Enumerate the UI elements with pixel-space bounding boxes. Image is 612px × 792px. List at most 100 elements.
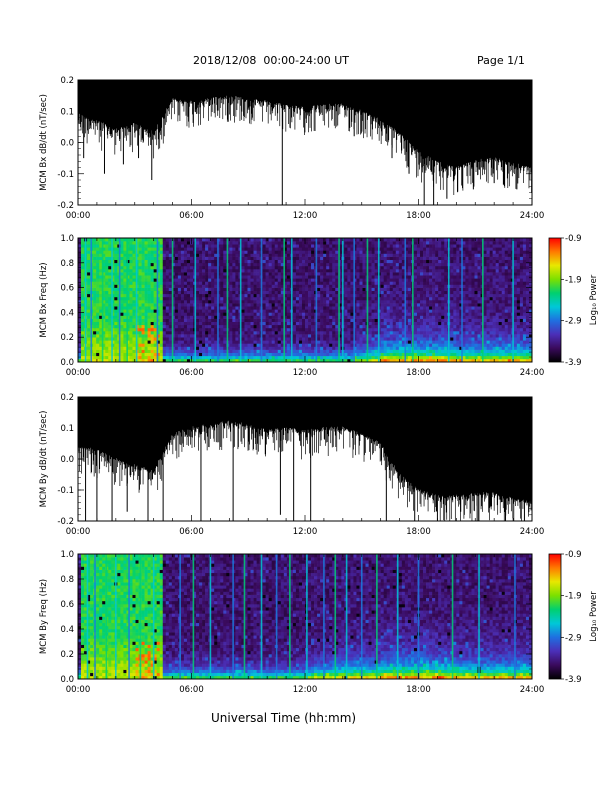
spectrogram-cell (286, 290, 291, 295)
spectrogram-cell (205, 349, 209, 353)
spectrogram-cell (268, 247, 273, 251)
spectrogram-cell (102, 349, 106, 353)
spectrogram-cell (189, 265, 194, 270)
spectrogram-cell (441, 262, 445, 267)
spectrogram-cell (232, 300, 236, 304)
spectrogram-cell (392, 269, 397, 273)
spectrogram-cell (380, 352, 384, 357)
spectrogram-cell (129, 315, 133, 319)
spectrogram-cell (253, 293, 257, 298)
spectrogram-cell (374, 290, 378, 295)
spectrogram-cell (217, 296, 221, 301)
spectrogram-cell (374, 352, 378, 357)
spectrogram-cell (174, 334, 179, 338)
spectrogram-cell (174, 309, 179, 313)
spectrogram-cell (298, 290, 303, 295)
spectrogram-cell (416, 281, 421, 285)
spectrogram-cell (162, 315, 167, 319)
spectrogram-cell (99, 272, 103, 276)
spectrogram-cell (214, 306, 218, 310)
spectrogram-cell (174, 241, 179, 245)
spectrogram-cell (389, 315, 394, 319)
spectrogram-cell (265, 250, 269, 254)
spectrogram-cell (432, 321, 436, 326)
spectrogram-cell (262, 269, 266, 273)
spectrogram-cell (244, 272, 248, 276)
spectrogram-cell (392, 309, 397, 313)
spectrogram-cell (353, 275, 357, 279)
spectrogram-cell (99, 346, 103, 350)
spectrogram-cell (268, 244, 273, 248)
spectrogram-cell (196, 272, 200, 276)
spectrogram-cell (280, 265, 285, 270)
spectrogram-cell (150, 250, 154, 254)
spectrogram-cell (214, 337, 218, 341)
spectrogram-cell (96, 355, 100, 360)
spectrogram-cell (229, 346, 233, 350)
spectrogram-cell (156, 290, 161, 295)
spectrogram-cell (398, 321, 403, 326)
spectrogram-cell (174, 256, 179, 260)
spectrogram-cell (156, 340, 161, 344)
spectrogram-cell (362, 241, 366, 245)
spectrogram-cell (129, 324, 133, 329)
spectrogram-cell (199, 321, 203, 326)
spectrogram-cell (401, 281, 406, 285)
spectrogram-cell (93, 352, 97, 357)
spectrogram-cell (344, 262, 348, 267)
spectrogram-cell (320, 281, 324, 285)
spectrogram-cell (123, 300, 127, 304)
spectrogram-cell (232, 284, 236, 288)
spectrogram-cell (435, 275, 439, 279)
spectrogram-cell (295, 293, 300, 298)
spectrogram-cell (81, 315, 85, 319)
spectrogram-cell (241, 290, 245, 295)
spectrogram-cell (398, 241, 403, 245)
spectrogram-cell (102, 340, 106, 344)
spectrogram-cell (196, 275, 200, 279)
spectrogram-cell (156, 358, 161, 363)
spectrogram-cell (120, 241, 124, 245)
spectrogram-cell (174, 250, 179, 254)
spectrogram-cell (105, 256, 109, 260)
spectrogram-cell (220, 349, 224, 353)
spectrogram-cell (153, 352, 157, 357)
spectrogram-cell (368, 278, 372, 282)
spectrogram-cell (202, 303, 206, 307)
spectrogram-cell (401, 324, 406, 329)
spectrogram-cell (114, 318, 118, 322)
spectrogram-cell (371, 306, 375, 310)
spectrogram-cell (78, 281, 82, 285)
spectrogram-cell (386, 272, 391, 276)
spectrogram-cell (298, 321, 303, 326)
spectrogram-cell (350, 340, 354, 344)
spectrogram-cell (235, 318, 239, 322)
spectrogram-cell (347, 244, 351, 248)
spectrogram-cell (214, 309, 218, 313)
spectrogram-cell (353, 300, 357, 304)
spectrogram-cell (162, 337, 167, 341)
spectrogram-cell (398, 318, 403, 322)
spectrogram-cell (420, 337, 424, 341)
spectrogram-cell (208, 337, 212, 341)
spectrogram-cell (232, 327, 236, 332)
spectrogram-cell (114, 265, 118, 270)
spectrogram-cell (144, 309, 148, 313)
spectrogram-cell (153, 337, 157, 341)
spectrogram-cell (368, 337, 372, 341)
spectrogram-cell (374, 256, 378, 260)
spectrogram-cell (223, 315, 227, 319)
spectrogram-cell (123, 340, 127, 344)
spectrogram-cell (432, 265, 436, 270)
spectrogram-cell (111, 343, 115, 347)
spectrogram-cell (123, 269, 127, 273)
spectrogram-cell (295, 327, 300, 332)
spectrogram-cell (374, 358, 378, 363)
spectrogram-cell (235, 262, 239, 267)
spectrogram-cell (401, 244, 406, 248)
spectrogram-cell (398, 358, 403, 363)
spectrogram-cell (295, 241, 300, 245)
spectrogram-cell (147, 358, 151, 363)
spectrogram-cell (368, 262, 372, 267)
spectrogram-cell (217, 300, 221, 304)
